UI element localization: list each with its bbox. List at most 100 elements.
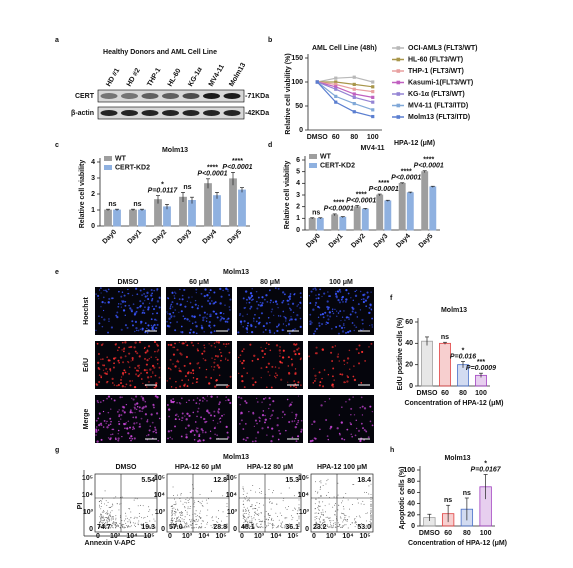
event: [246, 520, 248, 522]
cell: [296, 348, 299, 351]
event: [282, 527, 284, 529]
cell: [311, 321, 313, 324]
row-label: EdU: [83, 358, 90, 372]
event: [101, 526, 103, 528]
event: [180, 526, 182, 528]
y-tick-label: 10⁴: [82, 492, 94, 499]
bar: [398, 182, 406, 231]
cell: [139, 300, 142, 303]
event: [258, 519, 260, 520]
cell: [134, 330, 136, 333]
event: [243, 488, 244, 490]
event: [171, 505, 173, 507]
cell: [170, 343, 173, 347]
cell: [337, 353, 339, 355]
p-value: P=0.0009: [466, 365, 496, 372]
cell: [242, 359, 245, 362]
cell: [341, 406, 343, 408]
cell: [266, 300, 269, 303]
event: [110, 517, 112, 519]
event: [119, 515, 121, 517]
cell: [354, 311, 357, 314]
event: [246, 518, 248, 520]
cell: [371, 410, 374, 413]
event: [202, 505, 204, 507]
cell: [254, 325, 257, 328]
event: [208, 498, 209, 500]
cell: [326, 321, 329, 325]
cell: [346, 428, 349, 431]
cell: [106, 420, 108, 423]
cell: [359, 290, 362, 293]
event: [370, 506, 372, 508]
cell: [319, 313, 322, 316]
cell: [192, 411, 195, 414]
event: [175, 522, 177, 524]
event: [109, 525, 111, 527]
x-tick-label: 80: [459, 390, 467, 397]
x-tick-label: 0: [168, 533, 172, 540]
cell: [244, 422, 247, 425]
cell: [131, 397, 133, 399]
event: [188, 502, 190, 504]
row-label: Merge: [83, 409, 90, 430]
event: [222, 511, 224, 513]
event: [188, 498, 190, 500]
cell: [97, 401, 99, 404]
cell: [158, 306, 161, 309]
x-tick-label: 80: [463, 530, 471, 537]
cell: [355, 419, 357, 422]
y-tick-label: 150: [291, 55, 303, 62]
y-tick-label: 3: [296, 192, 300, 199]
cell: [107, 395, 111, 398]
cell: [258, 420, 261, 422]
cell: [269, 349, 272, 352]
cell: [244, 290, 248, 293]
x-tick-label: 80: [350, 134, 358, 141]
cell: [349, 422, 352, 424]
cell: [191, 296, 193, 298]
cell: [173, 295, 176, 297]
event: [146, 522, 148, 524]
y-tick-label: 100: [403, 467, 415, 474]
event: [113, 523, 115, 525]
cell: [167, 343, 170, 346]
cell: [129, 426, 131, 429]
cell: [256, 397, 258, 399]
cell: [183, 364, 186, 367]
cell: [216, 316, 219, 319]
event: [243, 503, 245, 505]
cell: [349, 313, 352, 316]
event: [123, 520, 125, 522]
cell: [338, 432, 341, 435]
blot-row-label: β-actin: [71, 110, 94, 117]
event: [370, 501, 372, 502]
bar: [331, 214, 339, 231]
event: [268, 516, 270, 518]
event: [320, 486, 321, 488]
cell: [185, 401, 188, 404]
cell: [180, 325, 183, 328]
x-tick-label: 10³: [254, 533, 265, 540]
cell: [144, 306, 146, 309]
event: [184, 527, 186, 529]
event: [102, 516, 104, 518]
cell: [239, 423, 241, 425]
cell: [123, 347, 126, 350]
cell: [118, 420, 120, 423]
event: [347, 499, 349, 501]
event: [172, 486, 174, 488]
cell: [318, 306, 320, 309]
event: [368, 493, 370, 495]
cell: [274, 376, 277, 379]
cell: [148, 302, 151, 304]
cell: [242, 297, 245, 300]
cell: [272, 409, 275, 412]
cell: [343, 359, 346, 362]
cell: [220, 315, 222, 318]
cell: [350, 423, 352, 426]
event: [180, 514, 181, 516]
cell: [214, 433, 216, 435]
event: [243, 490, 245, 492]
event: [322, 521, 324, 523]
